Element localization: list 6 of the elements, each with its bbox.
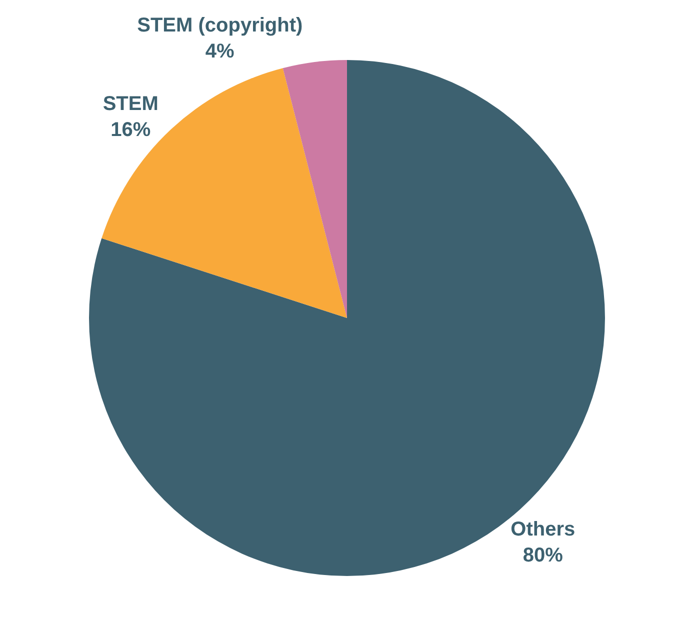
- slice-label: STEM (copyright): [137, 14, 303, 36]
- data-label: 16%: [110, 119, 151, 142]
- slice-label: STEM: [102, 93, 158, 116]
- data-label: 4%: [205, 40, 235, 62]
- data-label: 80%: [522, 544, 564, 566]
- slice-label: Others: [510, 518, 576, 540]
